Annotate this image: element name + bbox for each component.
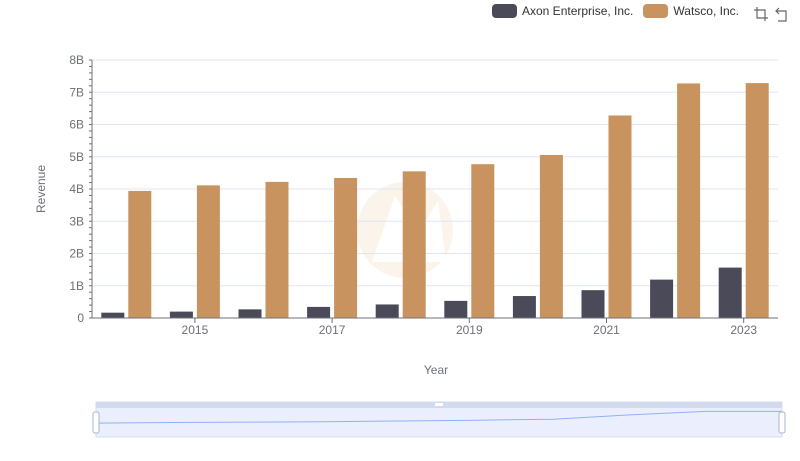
y-tick-label: 5B (69, 150, 84, 164)
bar-watsco-2019[interactable] (471, 164, 495, 318)
y-tick-label: 1B (69, 279, 84, 293)
bar-watsco-2018[interactable] (402, 171, 426, 318)
data-zoom-slider[interactable] (92, 401, 786, 438)
bar-axon-2017[interactable] (307, 306, 331, 318)
legend-swatch-watsco (643, 4, 669, 18)
toolbox (747, 6, 791, 22)
legend-item-axon[interactable]: Axon Enterprise, Inc. (492, 4, 633, 18)
x-tick-label: 2021 (593, 323, 620, 337)
slider-grip-icon[interactable] (435, 403, 443, 406)
legend-label-watsco: Watsco, Inc. (673, 4, 739, 18)
bar-axon-2022[interactable] (650, 279, 674, 318)
legend-swatch-axon (492, 4, 517, 18)
x-tick-label: 2015 (182, 323, 209, 337)
x-tick-label: 2023 (730, 323, 757, 337)
bar-watsco-2017[interactable] (334, 177, 358, 318)
grid-lines (92, 59, 778, 319)
y-tick-label: 8B (69, 53, 84, 67)
bar-axon-2021[interactable] (581, 290, 605, 318)
bar-watsco-2015[interactable] (196, 185, 220, 318)
legend: Axon Enterprise, Inc. Watsco, Inc. (492, 4, 749, 18)
x-tick-label: 2019 (456, 323, 483, 337)
y-tick-label: 2B (69, 247, 84, 261)
bar-axon-2019[interactable] (444, 300, 468, 318)
x-axis-label: Year (424, 363, 448, 377)
y-tick-label: 4B (69, 182, 84, 196)
x-tick-label: 2017 (319, 323, 346, 337)
bar-watsco-2022[interactable] (677, 83, 701, 318)
bars (101, 83, 769, 318)
legend-label-axon: Axon Enterprise, Inc. (522, 4, 634, 18)
bar-axon-2014[interactable] (101, 312, 125, 318)
y-tick-label: 3B (69, 214, 84, 228)
bar-watsco-2021[interactable] (608, 115, 632, 318)
bar-watsco-2014[interactable] (128, 190, 152, 318)
zoom-icon[interactable] (753, 6, 769, 22)
axes: 0 1B 2B 3B 4B 5B 6B 7B 8B 2015 2017 2019 2021 2023 (69, 53, 778, 337)
bar-axon-2018[interactable] (375, 304, 399, 318)
y-tick-label: 6B (69, 118, 84, 132)
legend-item-watsco[interactable]: Watsco, Inc. (643, 4, 739, 18)
bar-axon-2020[interactable] (512, 296, 536, 318)
bar-watsco-2016[interactable] (265, 181, 289, 318)
y-axis-label: Revenue (34, 165, 48, 213)
bar-axon-2015[interactable] (169, 311, 193, 318)
bar-axon-2023[interactable] (718, 267, 742, 318)
bar-watsco-2020[interactable] (539, 154, 563, 318)
y-tick-label: 7B (69, 85, 84, 99)
bar-watsco-2023[interactable] (745, 83, 769, 318)
bar-axon-2016[interactable] (238, 309, 262, 318)
restore-icon[interactable] (775, 6, 791, 22)
slider-preview-line (95, 410, 782, 424)
slider-left-handle[interactable] (92, 411, 100, 434)
y-tick-label: 0 (77, 311, 84, 325)
slider-right-handle[interactable] (778, 411, 786, 434)
